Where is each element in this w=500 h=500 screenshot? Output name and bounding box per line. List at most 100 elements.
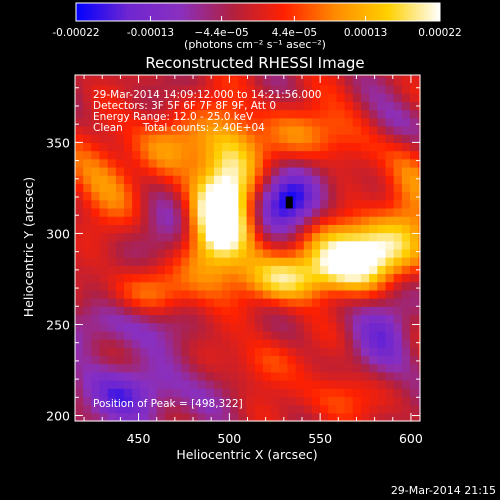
heatmap-cell (246, 101, 256, 111)
heatmap-cell (418, 404, 421, 414)
heatmap-cell (279, 257, 289, 266)
heatmap-cell (197, 355, 207, 365)
heatmap-cell (279, 191, 289, 201)
heatmap-cell (238, 224, 248, 234)
heatmap-cell (107, 224, 117, 234)
heatmap-cell (262, 314, 272, 324)
heatmap-cell (164, 240, 174, 250)
heatmap-cell (246, 322, 256, 332)
heatmap-cell (352, 330, 362, 340)
heatmap-cell (91, 314, 101, 324)
heatmap-cell (107, 273, 117, 283)
heatmap-cell (328, 339, 338, 348)
heatmap-cell (132, 101, 141, 111)
heatmap-cell (181, 265, 190, 275)
heatmap-cell (222, 396, 231, 406)
heatmap-cell (148, 404, 158, 414)
heatmap-cell (410, 371, 419, 381)
heatmap-cell (91, 183, 101, 193)
heatmap-cell (205, 347, 215, 357)
heatmap-cell (91, 207, 101, 217)
heatmap-cell (124, 125, 133, 135)
heatmap-cell (262, 306, 272, 316)
heatmap-cell (369, 273, 378, 283)
heatmap-cell (311, 199, 321, 209)
heatmap-cell (189, 207, 199, 217)
heatmap-cell (107, 396, 117, 406)
heatmap-cell (303, 265, 313, 275)
heatmap-cell (156, 322, 166, 332)
heatmap-cell (197, 363, 207, 373)
heatmap-cell (311, 183, 321, 193)
heatmap-cell (91, 191, 101, 201)
heatmap-cell (360, 281, 370, 291)
heatmap-cell (393, 314, 403, 324)
heatmap-cell (148, 273, 158, 283)
heatmap-cell (295, 142, 305, 152)
heatmap-cell (181, 396, 190, 406)
heatmap-cell (197, 216, 207, 225)
heatmap-cell (262, 199, 272, 209)
heatmap-cell (205, 175, 215, 184)
heatmap-cell (254, 339, 264, 348)
heatmap-cell (393, 75, 403, 78)
heatmap-cell (336, 248, 346, 258)
heatmap-cell (311, 396, 321, 406)
heatmap-cell (418, 175, 421, 184)
heatmap-cell (99, 183, 109, 193)
heatmap-cell (197, 117, 207, 127)
heatmap-cell (107, 265, 117, 275)
heatmap-cell (352, 412, 362, 422)
heatmap-cell (262, 363, 272, 373)
heatmap-cell (369, 216, 378, 225)
heatmap-cell (352, 380, 362, 389)
heatmap-cell (410, 109, 419, 119)
heatmap-cell (401, 396, 411, 406)
heatmap-cell (107, 109, 117, 119)
heatmap-cell (230, 232, 240, 242)
heatmap-cell (401, 273, 411, 283)
heatmap-cell (279, 207, 289, 217)
heatmap-cell (156, 371, 166, 381)
heatmap-cell (91, 150, 101, 160)
heatmap-cell (336, 75, 346, 78)
heatmap-cell (377, 281, 387, 291)
heatmap-cell (222, 85, 231, 94)
heatmap-cell (230, 257, 240, 266)
heatmap-cell (75, 248, 84, 258)
heatmap-cell (222, 216, 231, 225)
heatmap-cell (246, 273, 256, 283)
heatmap-cell (132, 396, 141, 406)
heatmap-cell (238, 93, 248, 102)
heatmap-cell (124, 355, 133, 365)
heatmap-cell (246, 175, 256, 184)
heatmap-cell (230, 380, 240, 389)
heatmap-cell (83, 75, 92, 78)
heatmap-cell (410, 322, 419, 332)
heatmap-cell (262, 142, 272, 152)
heatmap-cell (91, 363, 101, 373)
heatmap-cell (189, 150, 199, 160)
heatmap-cell (230, 330, 240, 340)
heatmap-cell (107, 330, 117, 340)
heatmap-cell (262, 75, 272, 78)
heatmap-cell (360, 232, 370, 242)
heatmap-cell (295, 75, 305, 78)
heatmap-cell (287, 175, 297, 184)
heatmap-cell (336, 412, 346, 422)
heatmap-cell (295, 289, 305, 299)
heatmap-cell (271, 257, 280, 266)
heatmap-cell (197, 396, 207, 406)
heatmap-cell (344, 404, 354, 414)
heatmap-cell (222, 240, 231, 250)
heatmap-cell (115, 306, 125, 316)
heatmap-cell (91, 175, 101, 184)
heatmap-cell (360, 109, 370, 119)
heatmap-cell (393, 93, 403, 102)
heatmap-cell (197, 306, 207, 316)
heatmap-cell (75, 125, 84, 135)
heatmap-cell (189, 109, 199, 119)
heatmap-cell (230, 183, 240, 193)
heatmap-cell (303, 191, 313, 201)
